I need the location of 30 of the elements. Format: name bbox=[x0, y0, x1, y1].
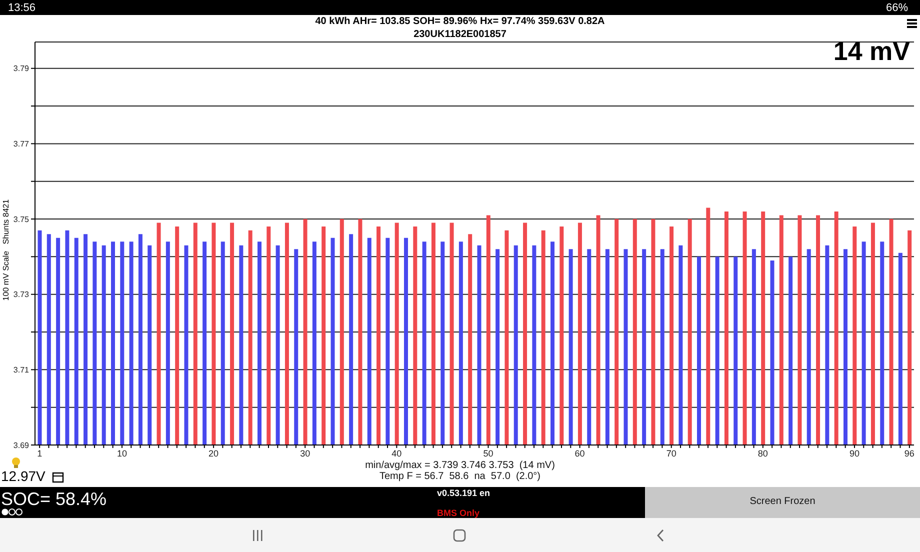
text: 13:56 bbox=[8, 2, 36, 14]
text: min/avg/max = 3.739 3.746 3.753 (14 mV) bbox=[365, 460, 555, 471]
text: Screen Frozen bbox=[748, 496, 816, 507]
x-tick-label: 20 bbox=[208, 448, 219, 458]
y-axis-title: 100 mV Scale Shunts 8421 bbox=[2, 199, 10, 301]
x-tick-label: 1 bbox=[37, 448, 42, 458]
y-tick-label: 3.71 bbox=[13, 366, 30, 375]
annotation: 14 mV bbox=[833, 36, 910, 67]
x-tick-label: 50 bbox=[483, 448, 494, 458]
text: 66% bbox=[886, 2, 908, 14]
x-tick-label: 80 bbox=[758, 448, 768, 458]
y-tick-label: 3.75 bbox=[13, 214, 30, 224]
y-tick-label: 3.73 bbox=[13, 290, 30, 300]
text: Temp F = 56.7 58.6 na 57.0 (2.0°) bbox=[379, 471, 541, 482]
y-tick-label: 3.77 bbox=[13, 140, 30, 149]
y-tick-label: 3.69 bbox=[13, 440, 30, 450]
x-tick-label: 60 bbox=[574, 448, 585, 458]
text: BMS Only bbox=[437, 508, 480, 518]
x-tick-label: 70 bbox=[666, 448, 676, 458]
text: v0.53.191 en bbox=[437, 488, 490, 498]
x-tick-label: 90 bbox=[849, 448, 860, 458]
chart-title: 40 kWh AHr= 103.85 SOH= 89.96% Hx= 97.74% 359.63V 0.82A bbox=[314, 16, 606, 27]
y-tick-label: 3.79 bbox=[13, 64, 30, 74]
chart-subtitle: 230UK1182E001857 bbox=[414, 29, 506, 40]
x-tick-label: 40 bbox=[392, 448, 402, 458]
x-tick-label: 96 bbox=[904, 448, 914, 458]
text: 12.97V bbox=[1, 468, 46, 484]
text: SOC= 58.4% bbox=[1, 489, 107, 510]
x-tick-label: 30 bbox=[300, 448, 310, 458]
x-tick-label: 10 bbox=[116, 448, 127, 458]
